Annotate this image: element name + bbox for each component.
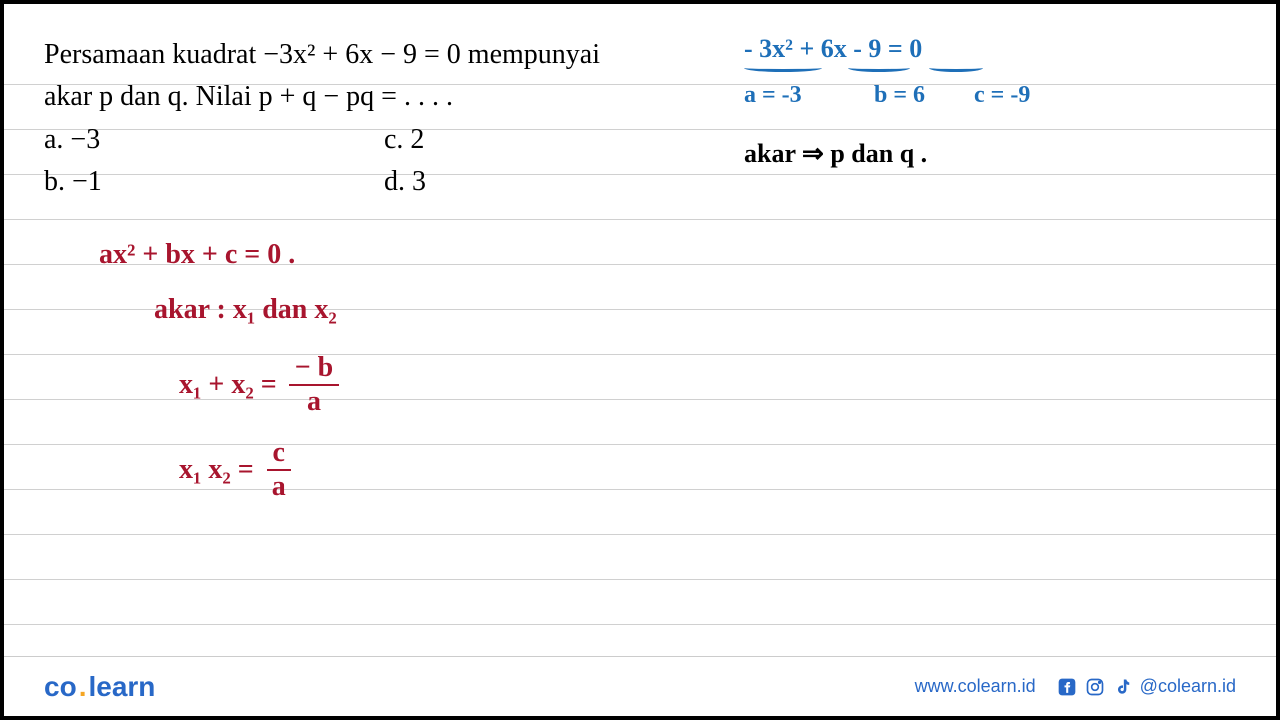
logo-dot: .: [79, 671, 87, 702]
red-prod-denominator: a: [266, 471, 292, 501]
red-vieta-product: x₁ x₂ = c a: [179, 439, 292, 501]
option-a: a. −3: [44, 119, 164, 161]
social-icons: @colearn.id: [1056, 676, 1236, 698]
footer-handle: @colearn.id: [1140, 676, 1236, 697]
question-text-line2: akar p dan q. Nilai p + q − pq = . . . .: [44, 76, 453, 118]
blue-equation: - 3x² + 6x - 9 = 0: [744, 34, 922, 64]
footer-url: www.colearn.id: [915, 676, 1036, 697]
black-roots-note: akar ⇒ p dan q .: [744, 139, 927, 169]
blue-coeff-a: a = -3: [744, 82, 802, 109]
underline-c: [929, 64, 983, 72]
logo-part1: co: [44, 671, 77, 702]
red-general-form: ax² + bx + c = 0 .: [99, 239, 295, 271]
question-text-line1: Persamaan kuadrat −3x² + 6x − 9 = 0 memp…: [44, 34, 600, 76]
option-c: c. 2: [384, 119, 504, 161]
content-area: Persamaan kuadrat −3x² + 6x − 9 = 0 memp…: [4, 4, 1276, 656]
red-prod-lhs: x₁ x₂ =: [179, 454, 254, 486]
red-sum-numerator: − b: [289, 354, 340, 386]
instagram-icon: [1084, 676, 1106, 698]
option-b: b. −1: [44, 161, 164, 203]
footer-right: www.colearn.id @colearn.id: [915, 676, 1236, 698]
red-prod-numerator: c: [267, 439, 291, 471]
red-sum-denominator: a: [301, 386, 327, 416]
colearn-logo: co.learn: [44, 671, 155, 703]
red-roots-label: akar : x₁ dan x₂: [154, 294, 337, 326]
logo-part2: learn: [88, 671, 155, 702]
underline-b: [848, 64, 910, 72]
red-sum-fraction: − b a: [289, 354, 340, 416]
red-prod-fraction: c a: [266, 439, 292, 501]
tiktok-icon: [1112, 676, 1134, 698]
footer-bar: co.learn www.colearn.id @colearn.id: [4, 656, 1276, 716]
facebook-icon: [1056, 676, 1078, 698]
underline-a: [744, 64, 822, 72]
red-vieta-sum: x₁ + x₂ = − b a: [179, 354, 339, 416]
option-d: d. 3: [384, 161, 504, 203]
blue-coeff-c: c = -9: [974, 82, 1030, 109]
answer-options: a. −3 c. 2 b. −1 d. 3: [44, 119, 504, 203]
blue-coeff-b: b = 6: [874, 82, 925, 109]
red-sum-lhs: x₁ + x₂ =: [179, 369, 277, 401]
